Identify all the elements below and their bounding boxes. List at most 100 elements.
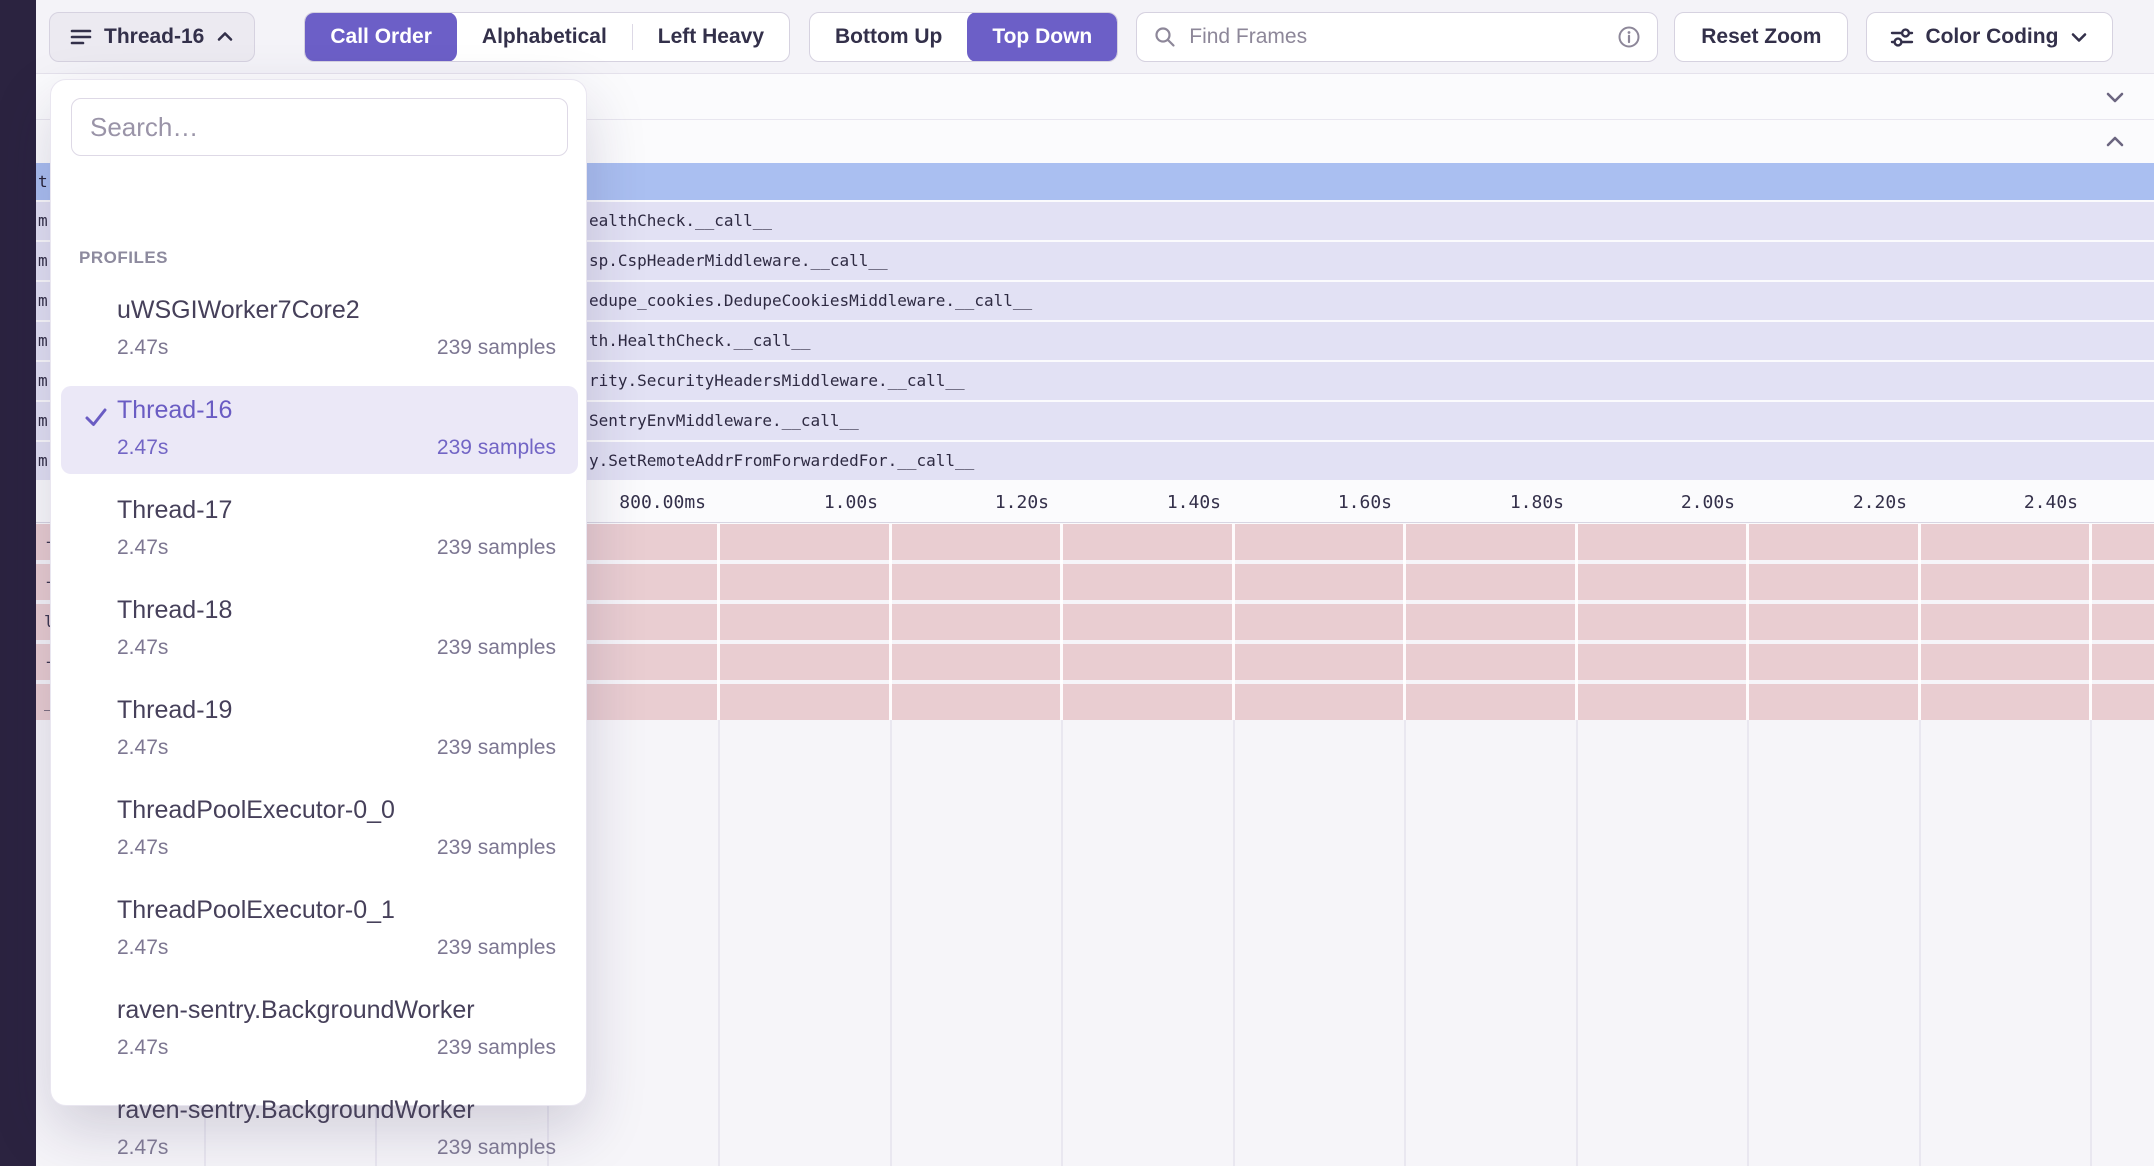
profile-name: raven-sentry.BackgroundWorker <box>117 996 475 1024</box>
profile-name: Thread-17 <box>117 496 233 524</box>
color-coding-label: Color Coding <box>1925 24 2059 48</box>
find-frames-input[interactable] <box>1187 23 1608 50</box>
app-sidebar <box>0 0 36 1166</box>
profile-sample-count: 239 samples <box>436 336 556 359</box>
direction-segmented-control: Bottom Up Top Down <box>809 11 1119 62</box>
profile-list-item[interactable]: uWSGIWorker7Core2 2.47s 239 samples <box>61 286 578 374</box>
thread-selector-button[interactable]: Thread-16 <box>49 11 256 62</box>
profile-sample-count: 239 samples <box>436 1136 556 1159</box>
profile-sample-count: 239 samples <box>436 1036 556 1059</box>
segment-left-heavy[interactable]: Left Heavy <box>633 13 789 61</box>
time-axis-label: 1.20s <box>994 492 1049 513</box>
highlighted-row-left-fragment: l <box>44 612 54 631</box>
profile-list-item[interactable]: ThreadPoolExecutor-0_0 2.47s 239 samples <box>61 786 578 874</box>
flame-row-left-fragment: m <box>38 451 48 470</box>
gridline-segment <box>2090 720 2092 1166</box>
profile-list-item[interactable]: Thread-16 2.47s 239 samples <box>61 386 578 474</box>
gridline-highlight-segment <box>2089 524 2092 720</box>
profile-duration: 2.47s <box>117 836 169 859</box>
flame-row-label: y.SetRemoteAddrFromForwardedFor.__call__ <box>589 451 975 470</box>
flame-row-left-fragment: m <box>38 251 48 270</box>
chevron-down-icon[interactable] <box>2102 84 2128 110</box>
profile-name: Thread-16 <box>117 396 233 424</box>
flame-row-left-fragment: m <box>38 331 48 350</box>
profile-sample-count: 239 samples <box>436 536 556 559</box>
profile-list-item[interactable]: Thread-17 2.47s 239 samples <box>61 486 578 574</box>
gridline-segment <box>1747 720 1749 1166</box>
profile-name: raven-sentry.BackgroundWorker <box>117 1096 475 1124</box>
highlighted-row-left-fragment: - <box>44 572 54 591</box>
profile-duration: 2.47s <box>117 336 169 359</box>
selected-frame-text-fragment: t <box>38 172 48 191</box>
profiles-section-label: PROFILES <box>79 248 169 267</box>
gridline-highlight-segment <box>1575 524 1578 720</box>
gridline-highlight-segment <box>1060 524 1063 720</box>
time-axis-label: 2.00s <box>1680 492 1735 513</box>
check-icon <box>83 404 109 430</box>
time-axis-label: 1.40s <box>1166 492 1221 513</box>
chevron-up-icon[interactable] <box>2102 129 2128 155</box>
profile-name: Thread-19 <box>117 696 233 724</box>
time-axis-label: 1.60s <box>1337 492 1392 513</box>
time-axis-label: 800.00ms <box>619 492 706 513</box>
profile-duration: 2.47s <box>117 1036 169 1059</box>
flame-row-label: th.HealthCheck.__call__ <box>589 331 811 350</box>
profile-list-item[interactable]: ThreadPoolExecutor-0_1 2.47s 239 samples <box>61 886 578 974</box>
search-icon <box>1153 25 1177 49</box>
reset-zoom-button[interactable]: Reset Zoom <box>1674 11 1849 62</box>
thread-list-icon <box>68 24 94 50</box>
flame-row-left-fragment: m <box>38 211 48 230</box>
profile-name: ThreadPoolExecutor-0_0 <box>117 796 395 824</box>
gridline-segment <box>718 720 720 1166</box>
profile-list-item[interactable]: raven-sentry.BackgroundWorker 2.47s 239 … <box>61 1086 578 1166</box>
profile-sample-count: 239 samples <box>436 936 556 959</box>
profile-search-input[interactable] <box>71 98 568 156</box>
thread-selector-label: Thread-16 <box>104 24 205 48</box>
profile-sample-count: 239 samples <box>436 736 556 759</box>
sliders-icon <box>1889 24 1915 50</box>
profile-dropdown: PROFILES uWSGIWorker7Core2 2.47s 239 sam… <box>50 79 587 1159</box>
gridline-highlight-segment <box>1232 524 1235 720</box>
profile-sample-count: 239 samples <box>436 836 556 859</box>
info-icon[interactable] <box>1617 25 1641 49</box>
flame-row-label: rity.SecurityHeadersMiddleware.__call__ <box>589 371 965 390</box>
profile-duration: 2.47s <box>117 1136 169 1159</box>
time-axis-label: 2.20s <box>1852 492 1907 513</box>
profile-list: uWSGIWorker7Core2 2.47s 239 samples Thre… <box>61 286 578 1166</box>
segment-top-down[interactable]: Top Down <box>967 12 1118 61</box>
gridline-highlight-segment <box>1403 524 1406 720</box>
highlighted-row-left-fragment: _ <box>44 692 54 711</box>
profile-duration: 2.47s <box>117 536 169 559</box>
time-axis-label: 1.80s <box>1509 492 1564 513</box>
chevron-down-icon <box>2068 26 2090 48</box>
segment-bottom-up[interactable]: Bottom Up <box>810 13 967 61</box>
flame-row-left-fragment: m <box>38 371 48 390</box>
profile-sample-count: 239 samples <box>436 636 556 659</box>
segment-alphabetical[interactable]: Alphabetical <box>457 13 632 61</box>
flame-row-label: sp.CspHeaderMiddleware.__call__ <box>589 251 888 270</box>
profile-duration: 2.47s <box>117 936 169 959</box>
gridline-segment <box>1919 720 1921 1166</box>
profile-list-item[interactable]: Thread-19 2.47s 239 samples <box>61 686 578 774</box>
highlighted-row-left-fragment: - <box>44 652 54 671</box>
profile-duration: 2.47s <box>117 736 169 759</box>
gridline-segment <box>1061 720 1063 1166</box>
segment-call-order[interactable]: Call Order <box>305 12 457 61</box>
flame-row-label: SentryEnvMiddleware.__call__ <box>589 411 859 430</box>
gridline-segment <box>1233 720 1235 1166</box>
flame-row-label: ealthCheck.__call__ <box>589 211 773 230</box>
flame-row-left-fragment: m <box>38 291 48 310</box>
segment-divider <box>631 23 633 50</box>
gridline-segment <box>890 720 892 1166</box>
profile-name: Thread-18 <box>117 596 233 624</box>
highlighted-row-left-fragment: - <box>44 532 54 551</box>
color-coding-button[interactable]: Color Coding <box>1866 11 2114 62</box>
profile-list-item[interactable]: Thread-18 2.47s 239 samples <box>61 586 578 674</box>
gridline-segment <box>1576 720 1578 1166</box>
flame-row-label: edupe_cookies.DedupeCookiesMiddleware.__… <box>589 291 1033 310</box>
profile-list-item[interactable]: raven-sentry.BackgroundWorker 2.47s 239 … <box>61 986 578 1074</box>
toolbar: Thread-16 Call Order Alphabetical Left Hea… <box>36 0 2154 74</box>
flame-row-left-fragment: m <box>38 411 48 430</box>
profile-sample-count: 239 samples <box>436 436 556 459</box>
